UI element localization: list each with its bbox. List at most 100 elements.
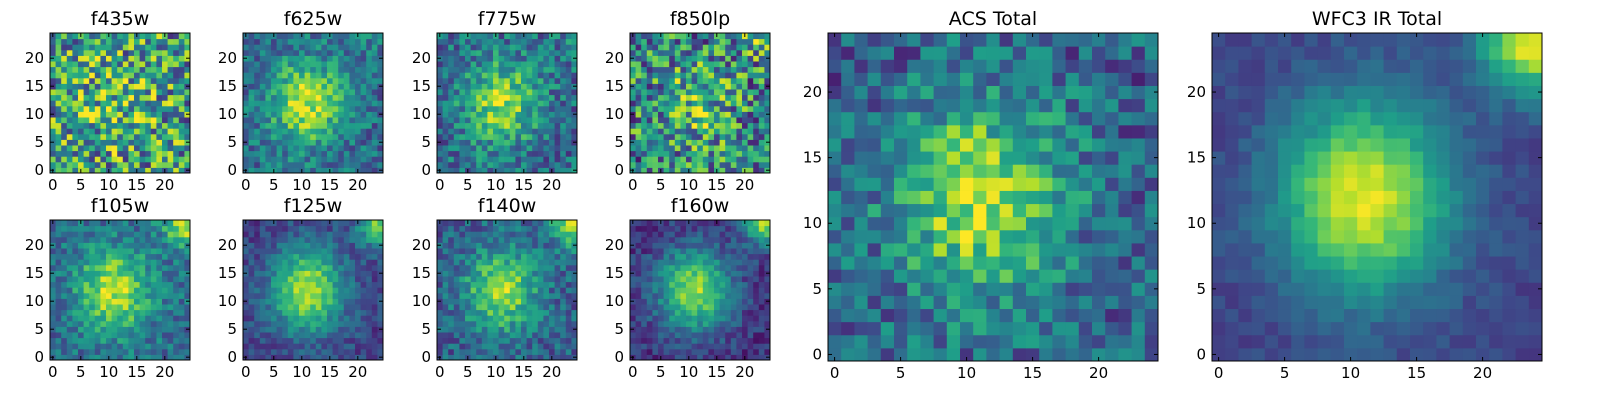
- heatmap-cell: [94, 117, 101, 124]
- heatmap-cell: [630, 122, 637, 129]
- heatmap-cell: [343, 309, 350, 316]
- heatmap-cell: [725, 117, 732, 124]
- heatmap-cell: [560, 150, 567, 157]
- heatmap-cell: [299, 100, 306, 107]
- heatmap-cell: [526, 77, 533, 84]
- heatmap-cell: [139, 94, 146, 101]
- heatmap-cell: [338, 111, 345, 118]
- heatmap-cell: [481, 150, 488, 157]
- heatmap-cell: [504, 156, 511, 163]
- heatmap-cell: [498, 304, 505, 311]
- heatmap-cell: [100, 72, 107, 79]
- heatmap-cell: [725, 83, 732, 90]
- heatmap-cell: [730, 122, 737, 129]
- x-tick-label: 10: [486, 176, 505, 194]
- heatmap-cell: [377, 61, 384, 68]
- heatmap-cell: [714, 66, 721, 73]
- heatmap-cell: [106, 253, 113, 260]
- heatmap-cell: [167, 167, 174, 174]
- heatmap-cell: [758, 315, 765, 322]
- heatmap-cell: [554, 161, 561, 168]
- heatmap-cell: [652, 304, 659, 311]
- heatmap-cell: [669, 315, 676, 322]
- heatmap-cell: [453, 225, 460, 232]
- heatmap-cell: [287, 61, 294, 68]
- heatmap-cell: [167, 337, 174, 344]
- heatmap-cell: [453, 167, 460, 174]
- heatmap-cell: [543, 287, 550, 294]
- heatmap-cell: [276, 264, 283, 271]
- heatmap-cell: [453, 77, 460, 84]
- heatmap-cell: [686, 343, 693, 350]
- heatmap-cell: [338, 281, 345, 288]
- heatmap-cell: [117, 315, 124, 322]
- heatmap-cell: [630, 77, 637, 84]
- heatmap-cell: [702, 89, 709, 96]
- heatmap-cell: [470, 248, 477, 255]
- heatmap-cell: [332, 167, 339, 174]
- heatmap-cell: [327, 304, 334, 311]
- heatmap-cell: [459, 231, 466, 238]
- heatmap-cell: [543, 55, 550, 62]
- heatmap-cell: [167, 292, 174, 299]
- heatmap-cell: [134, 100, 141, 107]
- heatmap-cell: [162, 156, 169, 163]
- heatmap-cell: [167, 281, 174, 288]
- heatmap-cell: [377, 89, 384, 96]
- heatmap-cell: [100, 287, 107, 294]
- heatmap-cell: [94, 38, 101, 45]
- heatmap-cell: [487, 309, 494, 316]
- heatmap-cell: [366, 49, 373, 56]
- heatmap-cell: [349, 343, 356, 350]
- heatmap-cell: [343, 33, 350, 40]
- heatmap-cell: [377, 66, 384, 73]
- heatmap-cell: [758, 66, 765, 73]
- heatmap-cell: [437, 337, 444, 344]
- heatmap-cell: [448, 253, 455, 260]
- heatmap-cell: [691, 298, 698, 305]
- heatmap-cell: [259, 66, 266, 73]
- heatmap-cell: [293, 111, 300, 118]
- heatmap-cell: [736, 55, 743, 62]
- heatmap-cell: [736, 72, 743, 79]
- heatmap-cell: [448, 150, 455, 157]
- heatmap-cell: [641, 133, 648, 140]
- heatmap-cell: [487, 326, 494, 333]
- heatmap-cell: [360, 242, 367, 249]
- heatmap-cell: [343, 89, 350, 96]
- heatmap-cell: [304, 72, 311, 79]
- heatmap-cell: [139, 128, 146, 135]
- x-tick-label: 15: [127, 176, 146, 194]
- heatmap-cell: [646, 38, 653, 45]
- heatmap-cell: [248, 33, 255, 40]
- heatmap-cell: [504, 94, 511, 101]
- heatmap-cell: [167, 231, 174, 238]
- heatmap-cell: [145, 225, 152, 232]
- heatmap-cell: [327, 150, 334, 157]
- heatmap-cell: [532, 253, 539, 260]
- heatmap-cell: [635, 122, 642, 129]
- heatmap-cell: [646, 100, 653, 107]
- heatmap-cell: [560, 348, 567, 355]
- heatmap-cell: [571, 231, 578, 238]
- heatmap-cell: [736, 133, 743, 140]
- heatmap-cell: [448, 320, 455, 327]
- heatmap-cell: [470, 83, 477, 90]
- heatmap-cell: [549, 122, 556, 129]
- heatmap-cell: [287, 111, 294, 118]
- heatmap-cell: [355, 259, 362, 266]
- heatmap-cell: [349, 150, 356, 157]
- heatmap-cell: [641, 332, 648, 339]
- heatmap-cell: [377, 225, 384, 232]
- heatmap-cell: [304, 61, 311, 68]
- heatmap-cell: [742, 343, 749, 350]
- heatmap-cell: [377, 128, 384, 135]
- heatmap-cell: [481, 77, 488, 84]
- heatmap-cell: [498, 276, 505, 283]
- heatmap-cell: [366, 253, 373, 260]
- x-tick-label: 15: [514, 176, 533, 194]
- heatmap-cell: [243, 61, 250, 68]
- heatmap-cell: [515, 38, 522, 45]
- heatmap-cell: [265, 156, 272, 163]
- heatmap-cell: [150, 298, 157, 305]
